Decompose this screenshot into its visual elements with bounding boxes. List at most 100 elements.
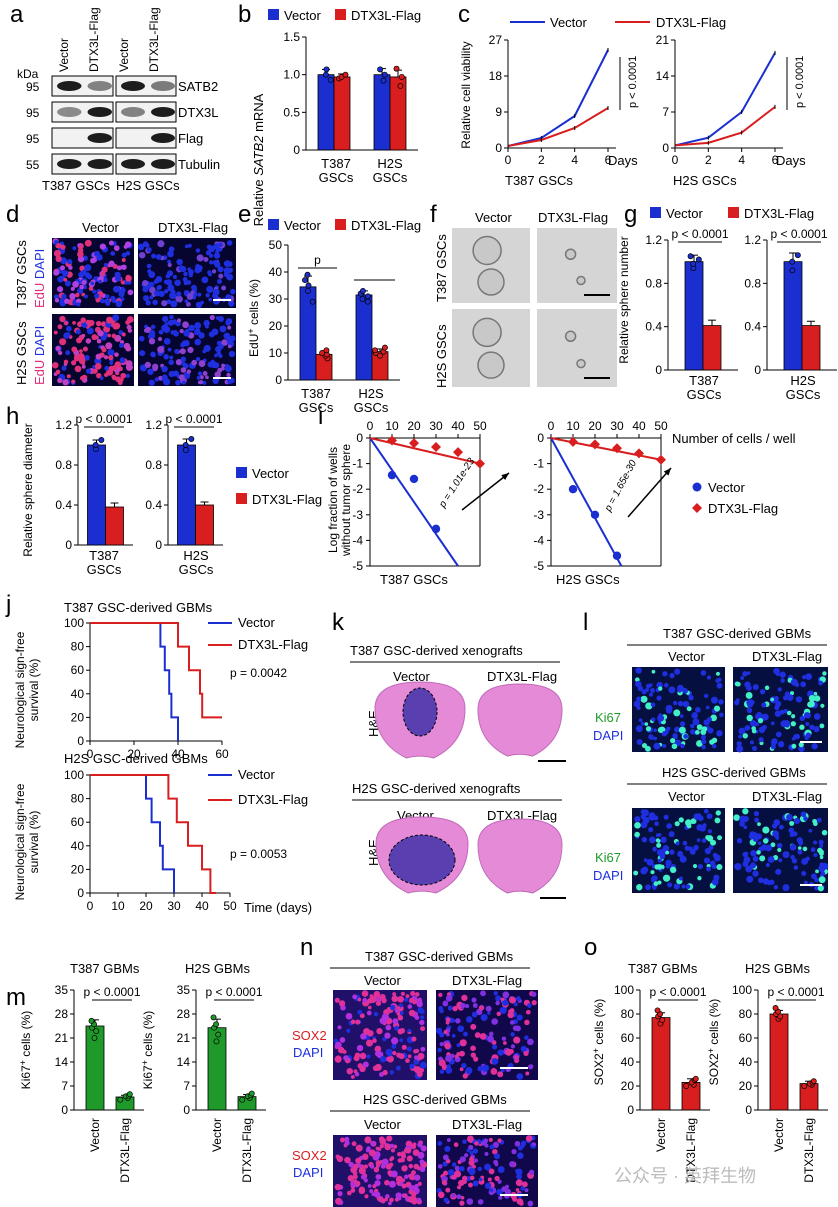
g2-y-tick-label: 0.8 <box>744 276 761 290</box>
sox2-image-nucleus <box>444 1042 451 1050</box>
b-data-point <box>342 71 349 78</box>
ki67-image-nucleus <box>636 696 642 702</box>
j1-x-tick-label: 40 <box>171 747 185 761</box>
sox2-image-nucleus <box>339 1137 345 1143</box>
sox2-image-nucleus <box>379 1137 387 1145</box>
y-axis-label: Neurological sign-free <box>13 783 27 900</box>
sox2-image-nucleus <box>453 1170 462 1178</box>
i2-fit-line <box>550 437 623 567</box>
ki67-image-nucleus <box>752 856 759 862</box>
g1-y-tick-label: 1.2 <box>645 233 662 247</box>
edu-image-nucleus <box>161 300 168 307</box>
sox2-image-nucleus <box>509 1161 516 1168</box>
edu-image-nucleus <box>107 333 112 338</box>
sox2-image-nucleus <box>384 1179 390 1186</box>
j2-km-curve <box>90 774 175 893</box>
edu-image-nucleus <box>227 325 232 330</box>
edu-image-nucleus <box>157 240 165 248</box>
edu-image-nucleus <box>62 270 69 277</box>
sox2-image-nucleus <box>454 1054 459 1059</box>
ki67-image-nucleus <box>669 849 675 855</box>
edu-image-nucleus <box>148 338 156 345</box>
sox2-image-nucleus <box>525 1009 531 1015</box>
y-axis-label: survival (%) <box>27 811 41 874</box>
y-axis-label: Neurological sign-free <box>13 631 27 748</box>
sox2-image-nucleus <box>449 1053 455 1059</box>
mw-label: 95 <box>26 106 40 120</box>
sox2-image-nucleus <box>391 995 399 1003</box>
sox2-image-nucleus <box>420 1015 425 1020</box>
sox2-image-nucleus <box>480 1014 488 1022</box>
edu-image-nucleus <box>72 321 76 325</box>
sox2-image-nucleus <box>367 1184 372 1188</box>
edu-image-nucleus <box>55 255 62 263</box>
sox2-image-nucleus <box>346 1028 351 1033</box>
ki67-image-nucleus <box>682 700 690 708</box>
edu-image-nucleus <box>168 359 175 366</box>
sox2-image-nucleus <box>405 1058 410 1063</box>
blot-frame <box>115 75 177 97</box>
ki67-image-nucleus <box>802 846 808 852</box>
ki67-image-nucleus <box>789 820 795 826</box>
ki67-image-nucleus <box>743 856 751 864</box>
ki67-image-nucleus <box>814 885 819 891</box>
ki67-image-nucleus <box>809 724 815 730</box>
sox2-image-nucleus <box>527 1003 532 1009</box>
sox2-image-nucleus <box>411 1191 417 1197</box>
ki67-image-nucleus <box>746 699 754 707</box>
ki67-image-nucleus <box>669 672 675 679</box>
j1-x-tick-label: 0 <box>87 747 94 761</box>
edu-image-nucleus <box>118 290 125 298</box>
ki67-image-nucleus <box>657 858 662 863</box>
edu-image-nucleus <box>146 247 152 253</box>
c1-series-line <box>507 49 609 147</box>
tumor-sphere <box>472 317 502 348</box>
i2-arrow-head <box>663 468 671 476</box>
ki67-image-nucleus <box>820 703 825 708</box>
yl-sup: + <box>706 1048 716 1053</box>
o1-data-point <box>659 1017 666 1023</box>
edu-image-nucleus <box>152 299 158 306</box>
ki67-image-nucleus <box>817 885 824 892</box>
edu-image-nucleus <box>228 300 235 307</box>
edu-image-nucleus <box>81 280 87 285</box>
ki67-image-nucleus <box>805 673 813 681</box>
edu-image-nucleus <box>57 324 63 330</box>
edu-image-nucleus <box>144 361 151 369</box>
edu-image-nucleus <box>217 266 224 273</box>
ki67-image-nucleus <box>674 726 680 733</box>
sox2-image-nucleus <box>375 1146 380 1151</box>
h2-data-point <box>182 442 189 448</box>
edu-image-nucleus <box>86 327 94 335</box>
sox2-image-nucleus <box>479 1032 487 1040</box>
edu-image-nucleus <box>179 348 186 355</box>
e-data-point <box>319 350 326 356</box>
e-y-tick-label: 40 <box>269 265 283 279</box>
edu-image-nucleus <box>121 258 126 263</box>
col-label: DTX3L-Flag <box>158 220 228 235</box>
sox2-image-nucleus <box>481 1140 488 1146</box>
sox2-image-nucleus <box>490 1068 498 1075</box>
edu-image-nucleus <box>167 262 172 268</box>
sox2-image-nucleus <box>437 1140 443 1146</box>
m1-data-point <box>126 1091 133 1098</box>
category-label-line: GSCs <box>373 170 408 185</box>
ki67-image-nucleus <box>661 731 667 737</box>
edu-image-nucleus <box>139 350 146 357</box>
edu-image-nucleus <box>194 338 202 346</box>
ki67-image-nucleus <box>662 743 667 749</box>
ki67-image-nucleus <box>815 869 819 874</box>
edu-image-nucleus <box>149 286 156 294</box>
category-label: T387 GSCs <box>319 156 354 185</box>
edu-image-nucleus <box>66 258 73 265</box>
sox2-image-nucleus <box>347 1174 355 1182</box>
edu-image-nucleus <box>65 350 71 356</box>
sox2-image-nucleus <box>389 1197 394 1203</box>
panel-title: H2S GBMs <box>185 961 251 976</box>
sox2-image-nucleus <box>484 1151 489 1157</box>
protein-label-satb2: SATB2 <box>178 79 218 94</box>
ki67-image-nucleus <box>790 721 796 727</box>
sox2-image-nucleus <box>480 990 486 997</box>
sox2-image-nucleus <box>339 1037 346 1043</box>
stain-dapi: DAPI <box>293 1165 323 1180</box>
